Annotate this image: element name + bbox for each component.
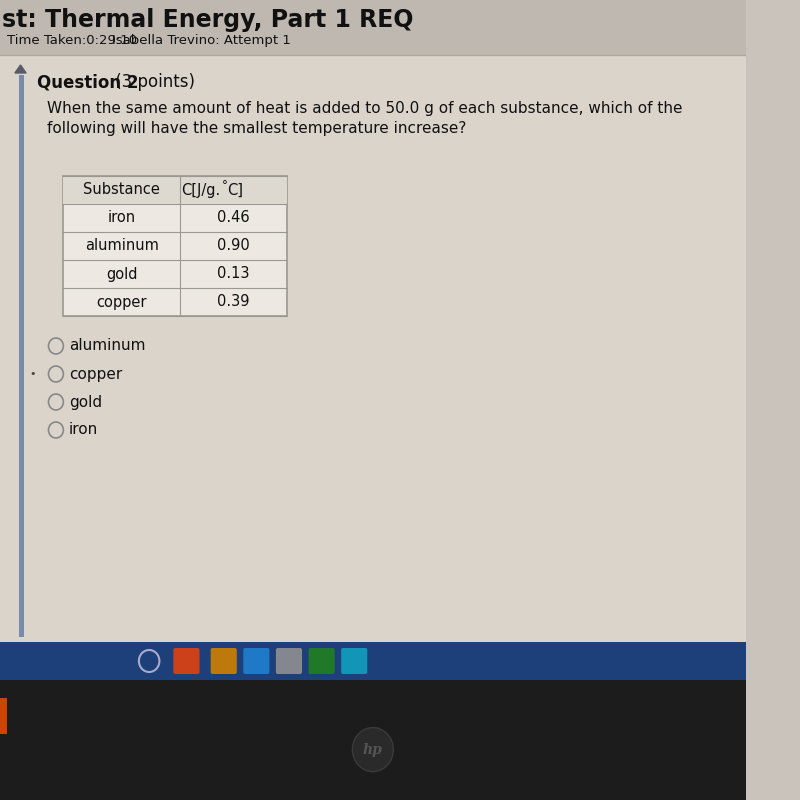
Text: hp: hp — [363, 742, 383, 757]
Text: following will have the smallest temperature increase?: following will have the smallest tempera… — [46, 121, 466, 136]
FancyBboxPatch shape — [276, 648, 302, 674]
Text: aluminum: aluminum — [85, 238, 158, 254]
Text: 0.13: 0.13 — [218, 266, 250, 282]
FancyBboxPatch shape — [243, 648, 270, 674]
Text: iron: iron — [69, 422, 98, 438]
Text: When the same amount of heat is added to 50.0 g of each substance, which of the: When the same amount of heat is added to… — [46, 101, 682, 116]
Circle shape — [352, 728, 394, 771]
Text: C]: C] — [227, 182, 243, 198]
FancyBboxPatch shape — [341, 648, 367, 674]
Text: Question 2: Question 2 — [38, 73, 138, 91]
FancyBboxPatch shape — [0, 698, 6, 734]
Text: iron: iron — [107, 210, 136, 226]
Text: copper: copper — [97, 294, 147, 310]
Text: •: • — [30, 369, 36, 379]
FancyBboxPatch shape — [63, 176, 287, 204]
Text: copper: copper — [69, 366, 122, 382]
Text: 0.46: 0.46 — [218, 210, 250, 226]
Text: 0.39: 0.39 — [218, 294, 250, 310]
FancyBboxPatch shape — [0, 0, 746, 642]
FancyBboxPatch shape — [174, 648, 199, 674]
Polygon shape — [15, 65, 26, 73]
FancyBboxPatch shape — [63, 176, 287, 316]
Text: aluminum: aluminum — [69, 338, 146, 354]
FancyBboxPatch shape — [18, 75, 24, 637]
Text: gold: gold — [69, 394, 102, 410]
Text: (3 points): (3 points) — [110, 73, 195, 91]
FancyBboxPatch shape — [0, 642, 746, 680]
Text: Time Taken:0:29:10: Time Taken:0:29:10 — [7, 34, 138, 47]
Text: st: Thermal Energy, Part 1 REQ: st: Thermal Energy, Part 1 REQ — [2, 8, 414, 32]
Text: C[J/g.: C[J/g. — [182, 182, 221, 198]
FancyBboxPatch shape — [0, 680, 746, 800]
Text: 0.90: 0.90 — [217, 238, 250, 254]
Text: gold: gold — [106, 266, 138, 282]
Text: Substance: Substance — [83, 182, 160, 198]
Text: Isabella Trevino: Attempt 1: Isabella Trevino: Attempt 1 — [112, 34, 290, 47]
FancyBboxPatch shape — [0, 0, 746, 55]
Text: °: ° — [222, 179, 227, 193]
FancyBboxPatch shape — [309, 648, 334, 674]
FancyBboxPatch shape — [210, 648, 237, 674]
